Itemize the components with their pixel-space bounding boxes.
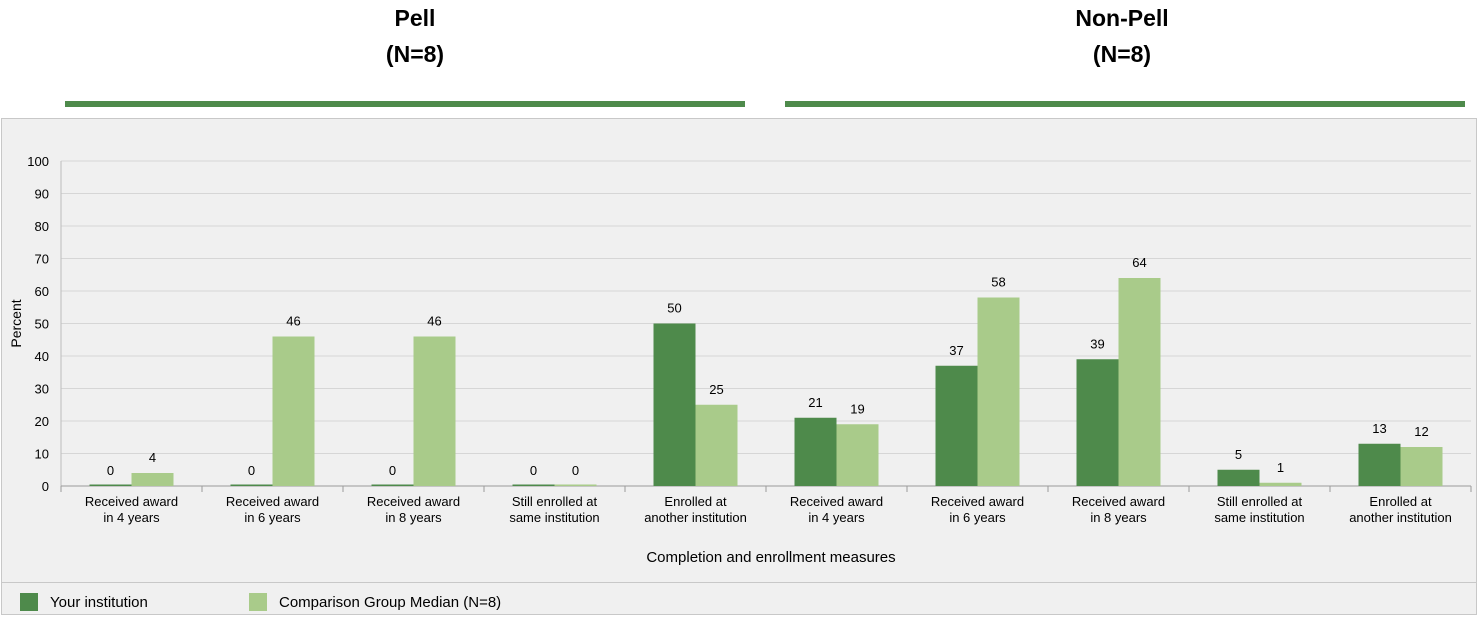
y-tick-label-50: 50 — [35, 317, 49, 332]
y-tick-label-90: 90 — [35, 187, 49, 202]
non-pell-divider-line — [785, 101, 1465, 107]
x-tick-label-0-1: in 4 years — [103, 510, 160, 525]
data-label-your-institution-9: 13 — [1372, 421, 1386, 436]
y-tick-label-0: 0 — [42, 479, 49, 494]
data-label-comparison-0: 4 — [149, 450, 156, 465]
chart-panel: 0 10 20 30 40 50 60 70 80 90 100 0 4 Received award in… — [1, 118, 1477, 615]
bar-your-institution-1 — [230, 484, 273, 486]
bar-comparison-5 — [836, 424, 879, 486]
data-label-comparison-9: 12 — [1414, 424, 1428, 439]
x-tick-label-5-1: in 4 years — [808, 510, 865, 525]
x-tick-label-6-0: Received award — [931, 494, 1024, 509]
pell-divider-line — [65, 101, 745, 107]
data-label-your-institution-5: 21 — [808, 395, 822, 410]
bar-comparison-9 — [1400, 447, 1443, 486]
x-tick-label-1-0: Received award — [226, 494, 319, 509]
x-tick-label-9-1: another institution — [1349, 510, 1452, 525]
bar-your-institution-5 — [794, 417, 837, 486]
bar-your-institution-6 — [935, 365, 978, 486]
x-tick-label-8-1: same institution — [1214, 510, 1304, 525]
bar-your-institution-0 — [89, 484, 132, 486]
y-tick-label-10: 10 — [35, 447, 49, 462]
data-label-your-institution-7: 39 — [1090, 336, 1104, 351]
pell-title: Pell — [394, 5, 436, 31]
data-label-comparison-2: 46 — [427, 314, 441, 329]
non-pell-title: Non-Pell — [1075, 5, 1169, 31]
data-label-your-institution-0: 0 — [107, 463, 114, 478]
legend-label-comparison: Comparison Group Median (N=8) — [279, 593, 502, 611]
x-tick-label-2-1: in 8 years — [385, 510, 442, 525]
y-tick-label-60: 60 — [35, 284, 49, 299]
data-label-comparison-6: 58 — [991, 275, 1005, 290]
y-axis-title: Percent — [8, 299, 24, 347]
y-tick-label-30: 30 — [35, 382, 49, 397]
data-label-comparison-4: 25 — [709, 382, 723, 397]
x-tick-label-4-1: another institution — [644, 510, 747, 525]
non-pell-count: (N=8) — [1092, 41, 1152, 67]
data-label-comparison-8: 1 — [1277, 460, 1284, 475]
y-tick-label-100: 100 — [27, 154, 49, 169]
x-tick-label-8-0: Still enrolled at — [1217, 494, 1303, 509]
x-tick-label-0-0: Received award — [85, 494, 178, 509]
data-label-comparison-3: 0 — [572, 463, 579, 478]
bar-your-institution-9 — [1358, 443, 1401, 486]
data-label-your-institution-2: 0 — [389, 463, 396, 478]
x-axis-title: Completion and enrollment measures — [646, 549, 895, 566]
legend-label-your-institution: Your institution — [50, 593, 148, 611]
y-tick-label-80: 80 — [35, 219, 49, 234]
data-label-comparison-1: 46 — [286, 314, 300, 329]
data-label-comparison-5: 19 — [850, 401, 864, 416]
bar-comparison-0 — [131, 473, 174, 486]
pell-header: Pell (N=8) — [260, 0, 570, 72]
x-tick-label-5-0: Received award — [790, 494, 883, 509]
bar-comparison-4 — [695, 404, 738, 486]
data-label-your-institution-6: 37 — [949, 343, 963, 358]
data-label-your-institution-4: 50 — [667, 301, 681, 316]
bar-comparison-7 — [1118, 278, 1161, 486]
pell-count: (N=8) — [385, 41, 445, 67]
y-tick-label-70: 70 — [35, 252, 49, 267]
bar-comparison-1 — [272, 336, 315, 486]
x-tick-label-4-0: Enrolled at — [664, 494, 727, 509]
x-tick-label-1-1: in 6 years — [244, 510, 301, 525]
data-label-your-institution-3: 0 — [530, 463, 537, 478]
bar-comparison-2 — [413, 336, 456, 486]
data-label-your-institution-8: 5 — [1235, 447, 1242, 462]
legend-divider — [1, 582, 1477, 583]
y-tick-label-20: 20 — [35, 414, 49, 429]
bar-your-institution-2 — [371, 484, 414, 486]
y-tick-label-40: 40 — [35, 349, 49, 364]
bar-your-institution-4 — [653, 323, 696, 486]
x-tick-label-3-1: same institution — [509, 510, 599, 525]
bar-comparison-6 — [977, 297, 1020, 486]
x-tick-label-7-1: in 8 years — [1090, 510, 1147, 525]
bar-comparison-3 — [554, 484, 597, 486]
x-tick-label-3-0: Still enrolled at — [512, 494, 598, 509]
legend-item-your-institution: Your institution — [20, 592, 148, 612]
x-tick-label-7-0: Received award — [1072, 494, 1165, 509]
legend-swatch-your-institution — [20, 593, 38, 611]
bar-comparison-8 — [1259, 482, 1302, 486]
legend-swatch-comparison — [249, 593, 267, 611]
data-label-comparison-7: 64 — [1132, 255, 1146, 270]
non-pell-header: Non-Pell (N=8) — [967, 0, 1277, 72]
bar-your-institution-3 — [512, 484, 555, 486]
legend-item-comparison: Comparison Group Median (N=8) — [249, 592, 501, 612]
bar-your-institution-8 — [1217, 469, 1260, 486]
data-label-your-institution-1: 0 — [248, 463, 255, 478]
x-tick-label-9-0: Enrolled at — [1369, 494, 1432, 509]
x-tick-label-6-1: in 6 years — [949, 510, 1006, 525]
x-tick-label-2-0: Received award — [367, 494, 460, 509]
bar-your-institution-7 — [1076, 359, 1119, 486]
